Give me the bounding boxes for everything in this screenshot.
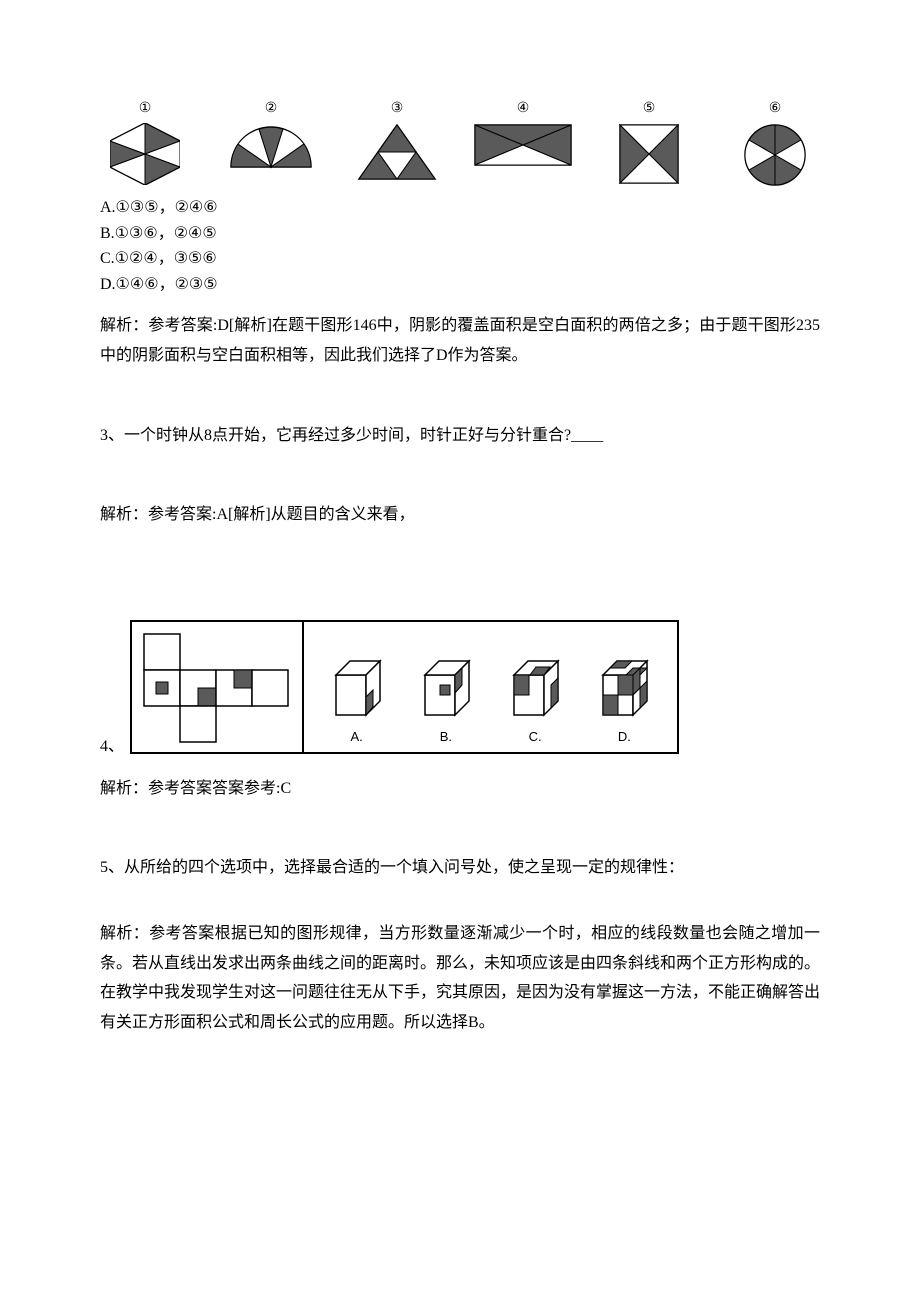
question-5: 5、从所给的四个选项中，选择最合适的一个填入问号处，使之呈现一定的规律性： [100,853,820,883]
shape-3-label: ③ [391,100,404,117]
cube-d-icon [593,655,655,725]
circle-icon [743,123,807,187]
cube-a-icon [326,655,388,725]
shape-1: ① [100,100,190,185]
shape-3: ③ [352,100,442,181]
shapes-row: ① ② ③ [100,100,820,187]
cube-label-d: D. [618,729,631,744]
cube-option-a: A. [326,655,388,744]
cube-option-b: B. [415,655,477,744]
cube-figure: A. B. [130,620,679,754]
shape-4: ④ [478,100,568,167]
cube-net-icon [132,622,300,750]
cube-option-d: D. [593,655,655,744]
shape-2: ② [226,100,316,171]
cube-b-icon [415,655,477,725]
shape-6: ⑥ [730,100,820,187]
option-d: D.①④⑥，②③⑤ [100,272,820,298]
analysis-5: 解析：参考答案根据已知的图形规律，当方形数量逐渐减少一个时，相应的线段数量也会随… [100,919,820,1037]
analysis-1: 解析：参考答案:D[解析]在题干图形146中，阴影的覆盖面积是空白面积的两倍之多… [100,311,820,370]
shape-5: ⑤ [604,100,694,185]
cube-label-a: A. [350,729,362,744]
cube-label-b: B. [440,729,452,744]
square-icon [618,123,680,185]
shape-6-label: ⑥ [769,100,782,117]
option-b: B.①③⑥，②④⑤ [100,221,820,247]
shape-2-label: ② [265,100,278,117]
cube-net [132,622,304,752]
option-a: A.①③⑤，②④⑥ [100,195,820,221]
shape-1-label: ① [139,100,152,117]
question-4-number: 4、 [100,734,124,760]
shape-4-label: ④ [517,100,530,117]
triangle-icon [357,123,437,181]
bowtie-icon [473,123,573,167]
cube-c-icon [504,655,566,725]
analysis-4: 解析：参考答案答案参考:C [100,774,820,804]
cube-label-c: C. [529,729,542,744]
cube-options: A. B. [304,622,677,752]
option-c: C.①②④，③⑤⑥ [100,246,820,272]
hexagon-icon [110,123,180,185]
shape-5-label: ⑤ [643,100,656,117]
analysis-3: 解析：参考答案:A[解析]从题目的含义来看， [100,500,820,530]
question-3: 3、一个时钟从8点开始，它再经过多少时间，时针正好与分针重合?____ [100,421,820,451]
answer-options: A.①③⑤，②④⑥ B.①③⑥，②④⑤ C.①②④，③⑤⑥ D.①④⑥，②③⑤ [100,195,820,297]
question-4-row: 4、 [100,620,820,760]
cube-option-c: C. [504,655,566,744]
semicircle-icon [229,123,313,171]
document-page: ① ② ③ [0,0,920,1117]
